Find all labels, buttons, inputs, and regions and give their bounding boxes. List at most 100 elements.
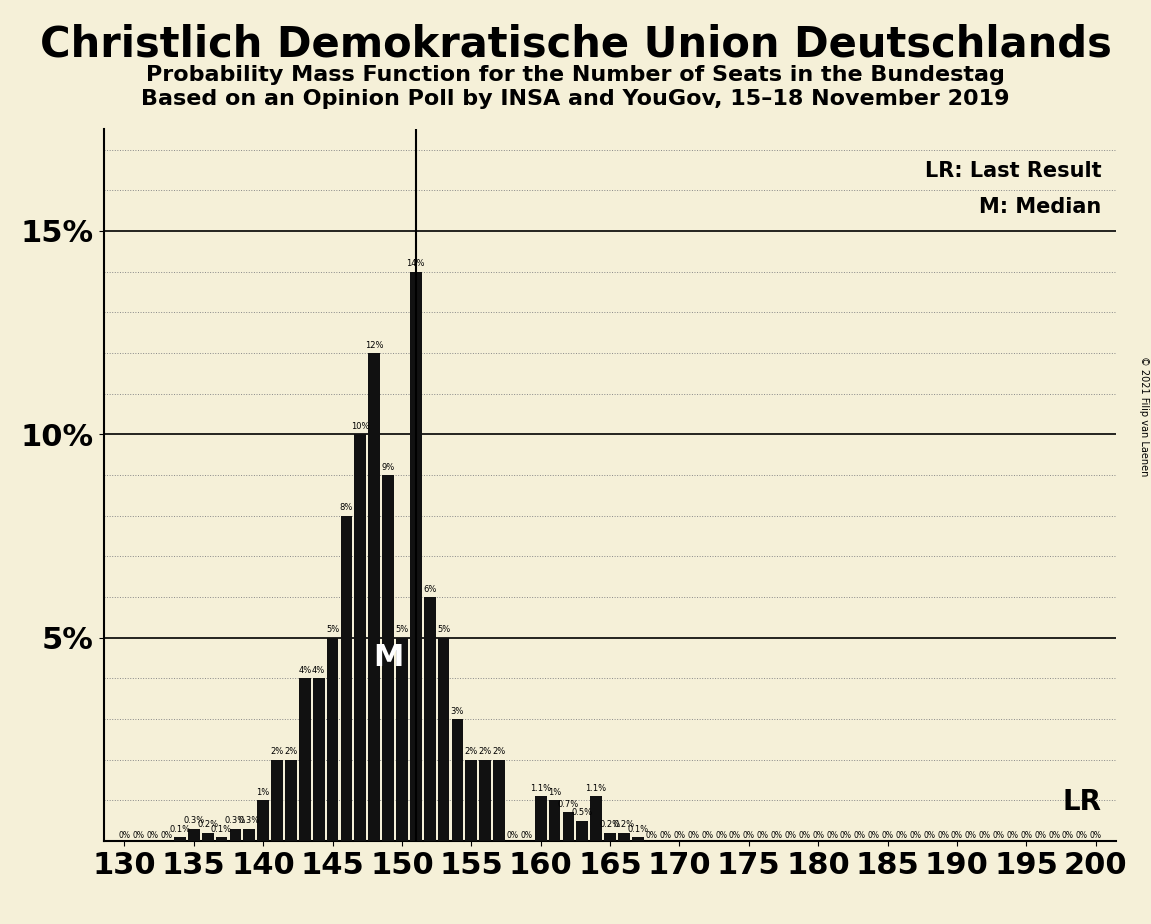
Text: 0%: 0% [715, 831, 727, 840]
Bar [604, 833, 616, 841]
Text: 0%: 0% [868, 831, 879, 840]
Text: 2%: 2% [493, 748, 505, 756]
Text: 0%: 0% [1020, 831, 1032, 840]
Text: 0%: 0% [937, 831, 950, 840]
Bar [618, 833, 630, 841]
Text: 4%: 4% [298, 666, 312, 675]
Text: Probability Mass Function for the Number of Seats in the Bundestag: Probability Mass Function for the Number… [146, 65, 1005, 85]
Text: 0.1%: 0.1% [211, 824, 233, 833]
Text: 0%: 0% [1090, 831, 1102, 840]
Bar [493, 760, 505, 841]
Text: 0%: 0% [687, 831, 700, 840]
Bar [396, 638, 407, 841]
Text: 0%: 0% [646, 831, 657, 840]
Bar [285, 760, 297, 841]
Text: 0%: 0% [840, 831, 852, 840]
Text: LR: Last Result: LR: Last Result [924, 162, 1102, 181]
Text: 0%: 0% [826, 831, 838, 840]
Text: 5%: 5% [395, 626, 409, 634]
Text: Christlich Demokratische Union Deutschlands: Christlich Demokratische Union Deutschla… [39, 23, 1112, 65]
Text: 0%: 0% [770, 831, 783, 840]
Text: 2%: 2% [284, 748, 297, 756]
Text: M: Median: M: Median [980, 197, 1102, 217]
Bar [272, 760, 283, 841]
Text: 2%: 2% [270, 748, 283, 756]
Text: 1.1%: 1.1% [586, 784, 607, 793]
Text: 0%: 0% [951, 831, 963, 840]
Text: 9%: 9% [381, 463, 395, 471]
Text: 0%: 0% [506, 831, 519, 840]
Text: M: M [373, 643, 403, 673]
Text: 0%: 0% [729, 831, 741, 840]
Text: 5%: 5% [437, 626, 450, 634]
Text: 0%: 0% [660, 831, 671, 840]
Text: 0.3%: 0.3% [238, 817, 260, 825]
Text: 0%: 0% [742, 831, 755, 840]
Text: LR: LR [1062, 787, 1102, 816]
Text: 0%: 0% [978, 831, 991, 840]
Bar [174, 837, 185, 841]
Bar [437, 638, 449, 841]
Bar [424, 597, 435, 841]
Text: 0%: 0% [854, 831, 866, 840]
Text: 14%: 14% [406, 260, 425, 268]
Bar [632, 837, 643, 841]
Text: 0%: 0% [1062, 831, 1074, 840]
Text: 1%: 1% [257, 788, 269, 796]
Text: 0%: 0% [909, 831, 921, 840]
Text: © 2021 Filip van Laenen: © 2021 Filip van Laenen [1138, 356, 1149, 476]
Bar [188, 829, 199, 841]
Text: 2%: 2% [479, 748, 491, 756]
Text: 0%: 0% [1006, 831, 1019, 840]
Bar [382, 475, 394, 841]
Text: 0.2%: 0.2% [600, 821, 620, 830]
Text: 1.1%: 1.1% [531, 784, 551, 793]
Bar [451, 719, 464, 841]
Bar [243, 829, 256, 841]
Text: 2%: 2% [465, 748, 478, 756]
Bar [563, 812, 574, 841]
Bar [590, 796, 602, 841]
Text: 0%: 0% [799, 831, 810, 840]
Bar [410, 272, 421, 841]
Bar [313, 678, 325, 841]
Text: Based on an Opinion Poll by INSA and YouGov, 15–18 November 2019: Based on an Opinion Poll by INSA and You… [142, 89, 1009, 109]
Bar [215, 837, 228, 841]
Text: 0%: 0% [965, 831, 977, 840]
Text: 0.1%: 0.1% [169, 824, 190, 833]
Text: 10%: 10% [351, 422, 369, 431]
Text: 0%: 0% [146, 831, 158, 840]
Text: 0%: 0% [882, 831, 893, 840]
Text: 0%: 0% [520, 831, 533, 840]
Text: 1%: 1% [548, 788, 562, 796]
Text: 0%: 0% [813, 831, 824, 840]
Bar [341, 516, 352, 841]
Text: 0.2%: 0.2% [613, 821, 634, 830]
Text: 0.3%: 0.3% [183, 817, 205, 825]
Text: 0%: 0% [784, 831, 796, 840]
Text: 0.5%: 0.5% [572, 808, 593, 817]
Text: 6%: 6% [422, 585, 436, 593]
Text: 8%: 8% [340, 504, 353, 512]
Text: 4%: 4% [312, 666, 326, 675]
Text: 0%: 0% [992, 831, 1005, 840]
Text: 0.1%: 0.1% [627, 824, 648, 833]
Bar [258, 800, 269, 841]
Bar [299, 678, 311, 841]
Bar [577, 821, 588, 841]
Text: 3%: 3% [451, 707, 464, 715]
Text: 0%: 0% [895, 831, 907, 840]
Bar [229, 829, 242, 841]
Text: 0.3%: 0.3% [224, 817, 246, 825]
Bar [479, 760, 491, 841]
Text: 0%: 0% [923, 831, 935, 840]
Text: 0.7%: 0.7% [558, 800, 579, 809]
Bar [355, 434, 366, 841]
Text: 0%: 0% [673, 831, 685, 840]
Text: 12%: 12% [365, 341, 383, 349]
Bar [368, 353, 380, 841]
Bar [549, 800, 561, 841]
Text: 0%: 0% [119, 831, 130, 840]
Text: 0%: 0% [756, 831, 769, 840]
Bar [535, 796, 547, 841]
